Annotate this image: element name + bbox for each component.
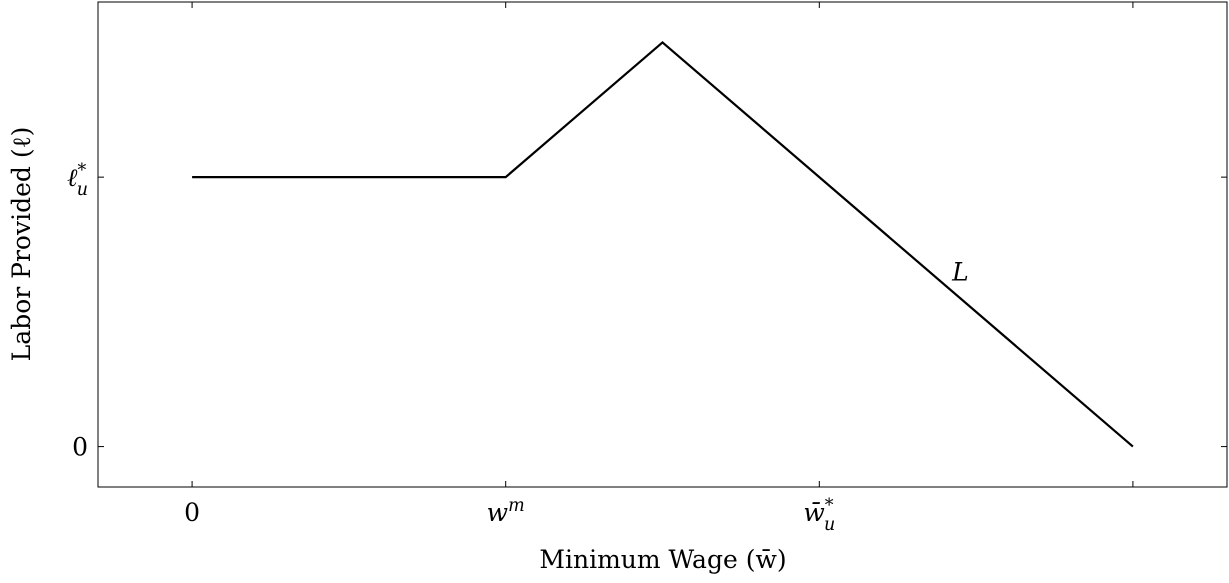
plot-frame <box>97 1 1228 488</box>
x-axis-label: Minimum Wage (w̄) <box>539 545 786 574</box>
axis-ticks <box>98 2 1227 487</box>
series-line-L <box>192 40 1134 448</box>
x-tick-label: wm <box>487 496 525 527</box>
series-annotation: L <box>951 257 969 286</box>
y-tick-label: ℓ* u <box>67 161 88 200</box>
y-axis-label: Labor Provided (ℓ) <box>7 127 36 362</box>
series-layer <box>192 40 1134 448</box>
y-tick-label: 0 <box>72 433 88 462</box>
x-tick-label: w̄* u <box>803 496 835 535</box>
labels-layer: 0 wm w̄* u 0 ℓ* u L <box>67 161 969 535</box>
x-tick-label: 0 <box>184 498 200 527</box>
